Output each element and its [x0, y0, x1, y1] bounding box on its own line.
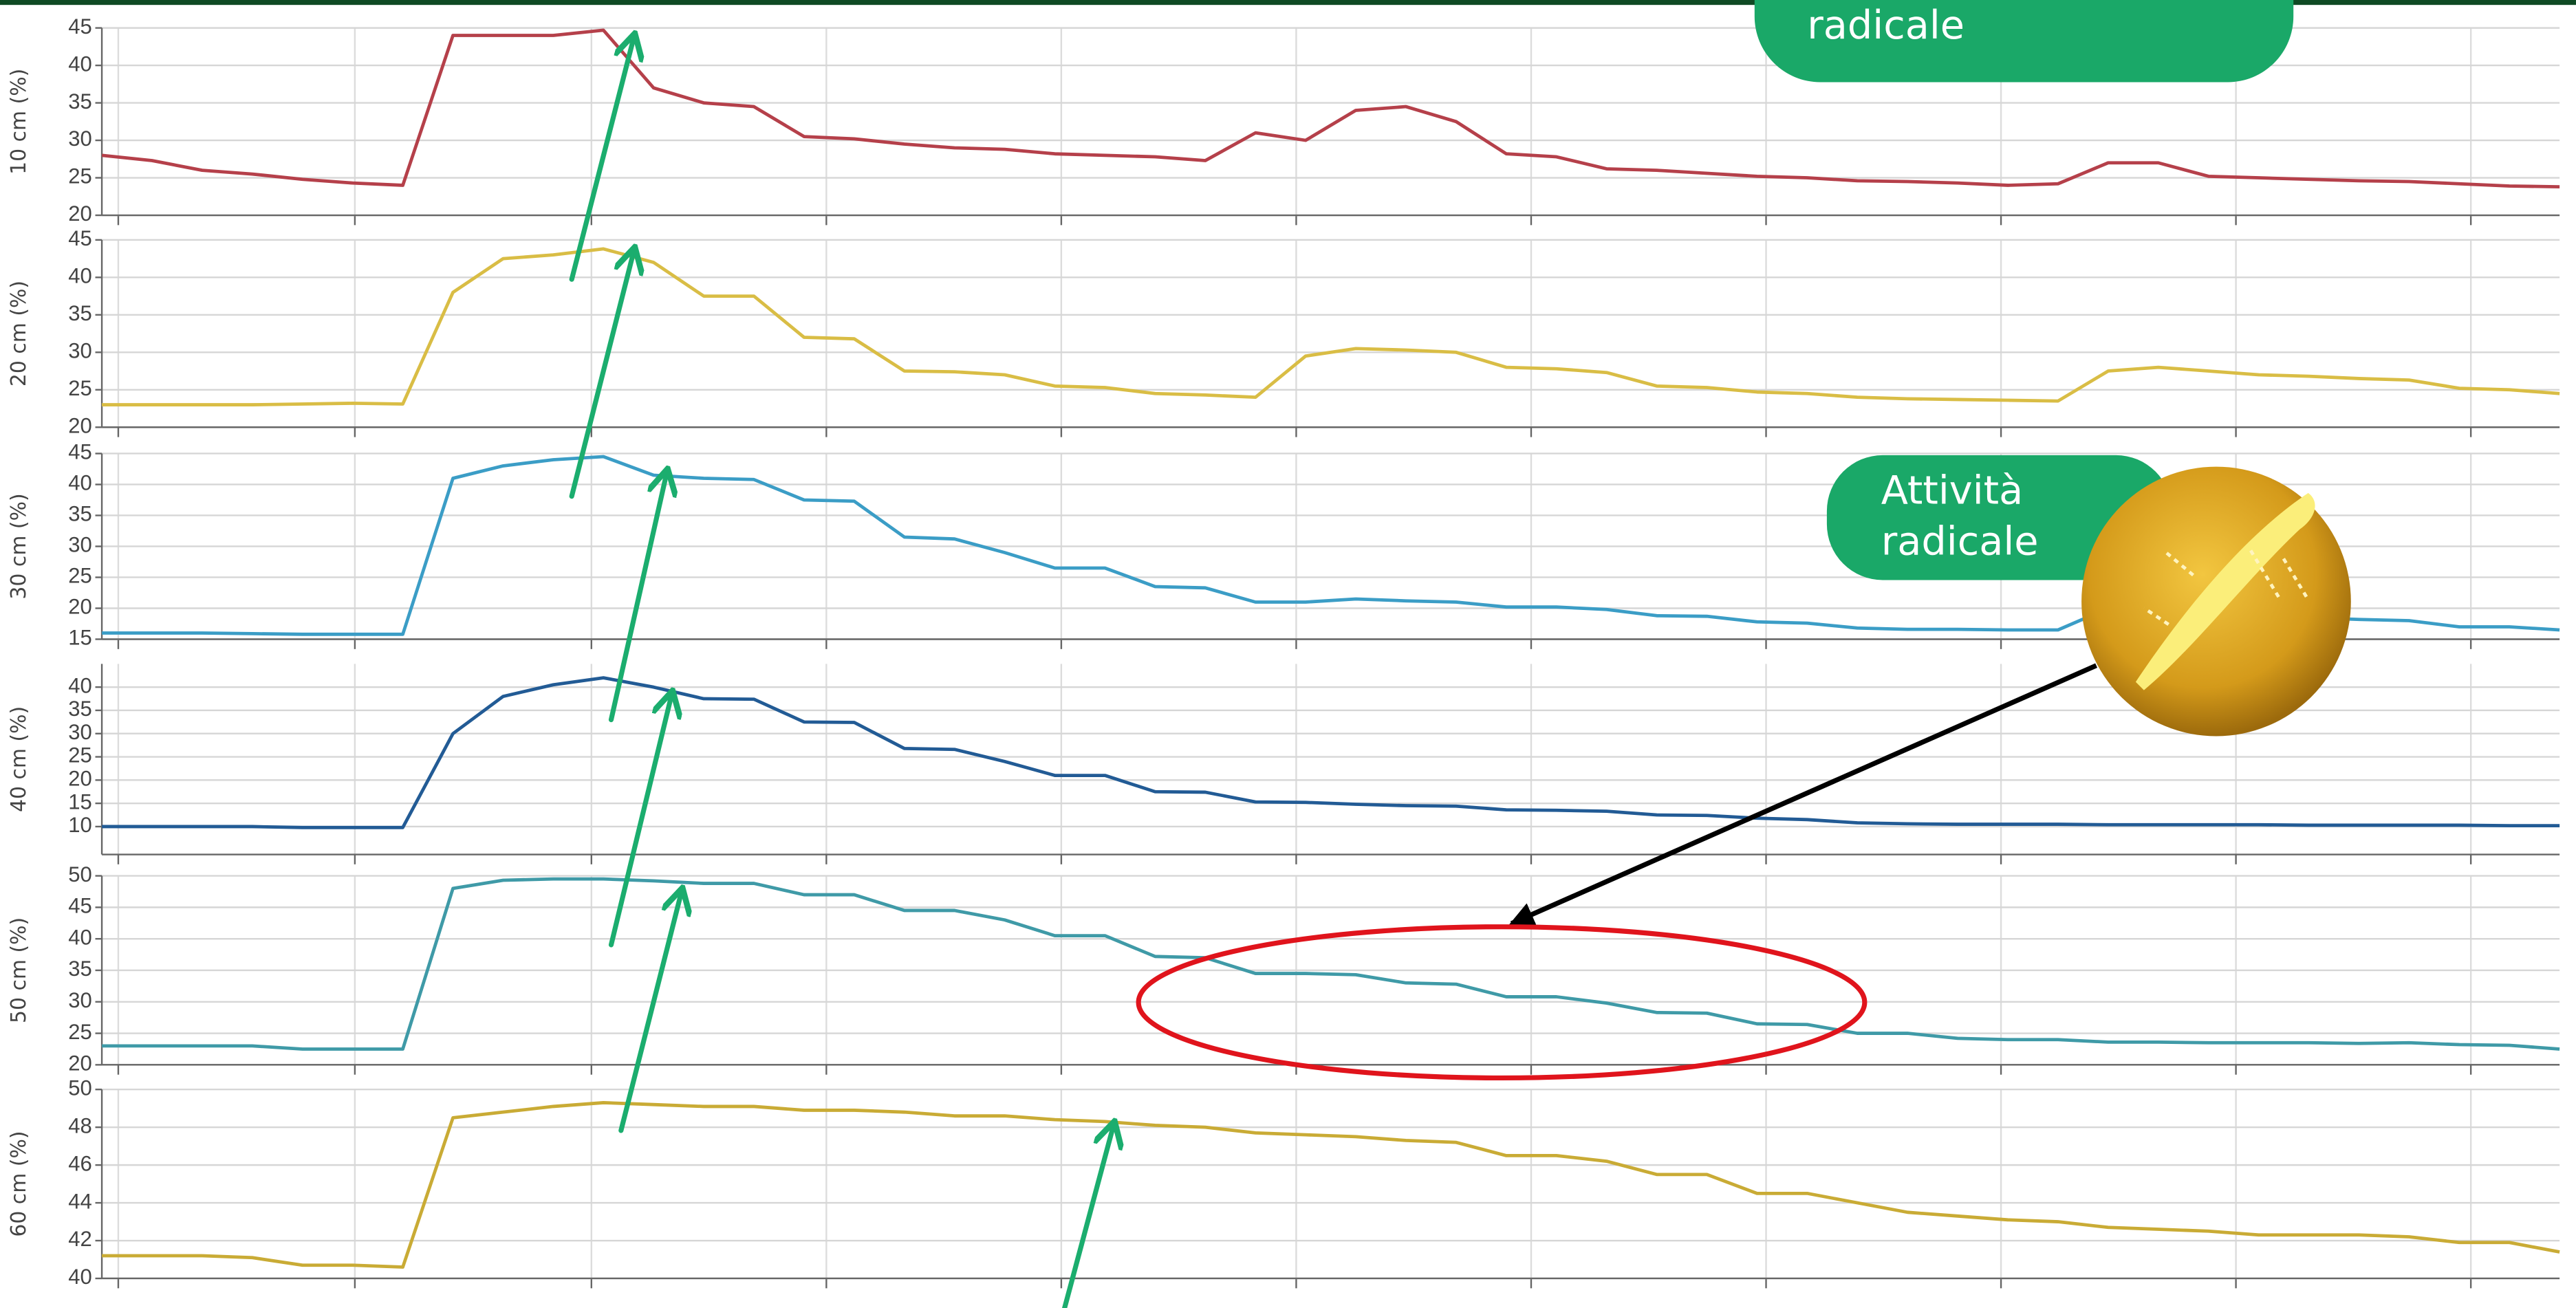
y-tick-label: 30: [68, 127, 92, 151]
y-axis-label: 10 cm (%): [7, 69, 31, 175]
y-tick-label: 46: [68, 1151, 92, 1175]
y-tick-label: 35: [68, 697, 92, 721]
y-tick-label: 20: [68, 595, 92, 619]
arrow: [611, 472, 667, 720]
y-tick-label: 30: [68, 720, 92, 744]
data-line: [102, 249, 2559, 405]
y-tick-label: 50: [68, 1076, 92, 1100]
y-tick-label: 20: [68, 767, 92, 791]
y-tick-label: 25: [68, 376, 92, 400]
y-tick-label: 45: [68, 226, 92, 250]
page: {"chart_data": [ {"type": "line", "y_lab…: [0, 0, 2576, 1308]
y-tick-label: 15: [68, 626, 92, 650]
y-tick-label: 48: [68, 1113, 92, 1137]
y-tick-label: 30: [68, 988, 92, 1012]
y-tick-label: 25: [68, 564, 92, 588]
y-tick-label: 20: [68, 1051, 92, 1076]
y-axis-label: 60 cm (%): [7, 1131, 31, 1237]
arrow: [621, 891, 682, 1131]
y-tick-label: 25: [68, 164, 92, 188]
y-tick-label: 35: [68, 301, 92, 325]
y-tick-label: 40: [68, 925, 92, 949]
y-tick-label: 45: [68, 14, 92, 39]
y-tick-label: 50: [68, 862, 92, 886]
panel: 40 42 44 46 48 50 60 cm (%): [7, 1076, 2559, 1289]
arrow: [1065, 1124, 1114, 1308]
y-tick-label: 20: [68, 201, 92, 226]
callout-text: radicale: [1807, 2, 1965, 48]
y-tick-label: 25: [68, 1020, 92, 1044]
y-axis-label: 50 cm (%): [7, 917, 31, 1023]
y-tick-label: 35: [68, 957, 92, 981]
arrow: [572, 36, 634, 280]
panel: 20 25 30 35 40 45 50 50 cm (%): [7, 862, 2559, 1076]
y-tick-label: 40: [68, 1265, 92, 1289]
y-tick-label: 10: [68, 813, 92, 837]
y-tick-label: 40: [68, 471, 92, 495]
chart: 20253035404510 cm (%)20253035404520 cm (…: [0, 0, 2576, 1308]
y-tick-label: 35: [68, 502, 92, 526]
y-tick-label: 40: [68, 264, 92, 288]
y-tick-label: 30: [68, 533, 92, 557]
y-tick-label: 45: [68, 894, 92, 918]
y-tick-label: 15: [68, 789, 92, 814]
y-axis-label: 20 cm (%): [7, 281, 31, 386]
panel: 20 25 30 35 40 45 20 cm (%): [7, 226, 2559, 437]
y-tick-label: 40: [68, 673, 92, 697]
data-line: [102, 879, 2559, 1049]
y-tick-label: 45: [68, 440, 92, 464]
y-axis-label: 30 cm (%): [7, 493, 31, 599]
y-tick-label: 40: [68, 52, 92, 76]
callout-text: radicale: [1881, 519, 2039, 565]
arrow: [572, 250, 634, 496]
y-tick-label: 25: [68, 743, 92, 767]
y-axis-label: 40 cm (%): [7, 706, 31, 812]
y-tick-label: 42: [68, 1227, 92, 1251]
callout-text: Attività: [1881, 467, 2024, 513]
y-tick-label: 30: [68, 338, 92, 362]
arrow: [1511, 666, 2096, 924]
y-tick-label: 44: [68, 1189, 92, 1213]
y-tick-label: 20: [68, 413, 92, 437]
y-tick-label: 35: [68, 89, 92, 113]
